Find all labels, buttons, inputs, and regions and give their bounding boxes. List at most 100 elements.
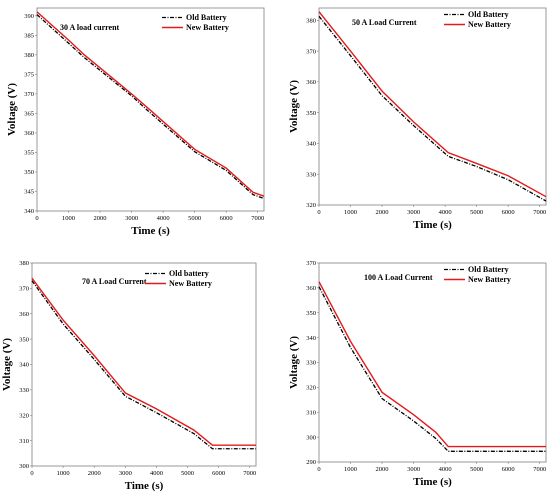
chart-title: 50 A Load Current [352,18,417,27]
legend-label: New Battery [186,23,229,32]
x-tick-label: 2000 [88,470,101,477]
y-axis-title: Voltage (V) [1,338,13,391]
x-tick-label: 5000 [470,209,483,216]
x-tick-label: 0 [317,209,320,216]
chart-title: 70 A Load Current [82,277,147,286]
series-line-new-battery [31,277,256,446]
x-tick-label: 2000 [94,215,107,222]
y-tick-label: 390 [24,13,34,20]
x-tick-label: 7000 [243,470,256,477]
y-tick-label: 320 [306,202,316,209]
chart-title: 30 A load current [60,23,120,32]
x-tick-label: 3000 [407,466,420,473]
plot-area-frame [318,262,547,463]
y-tick-label: 340 [24,208,34,215]
series-line-new-battery [36,11,265,197]
y-tick-label: 350 [306,310,316,317]
y-tick-label: 330 [306,171,316,178]
x-tick-label: 7000 [533,466,546,473]
x-tick-label: 1000 [62,215,75,222]
y-tick-label: 300 [19,463,29,470]
y-tick-label: 350 [306,110,316,117]
legend-label: Old Battery [186,13,227,22]
y-tick-label: 370 [24,91,34,98]
x-tick-label: 3000 [407,209,420,216]
x-tick-label: 2000 [376,466,389,473]
y-tick-label: 360 [306,79,316,86]
y-tick-label: 340 [306,335,316,342]
y-tick-label: 360 [19,311,29,318]
series-line-old-battery [31,280,256,450]
chart-title: 100 A Load Current [364,273,433,282]
series-line-old-battery [318,286,546,452]
chart-panel-4: 290 300 310 320 330 340 350 360 370 0 1000 2000 3000… [288,260,547,488]
y-tick-label: 340 [19,362,29,369]
y-tick-label: 360 [24,130,34,137]
x-axis-title: Time (s) [131,225,170,237]
chart-panel-2: 320 330 340 350 360 370 380 0 1000 2000 3000 4000 50… [288,7,547,231]
x-tick-label: 7000 [533,209,546,216]
y-tick-label: 345 [24,189,34,196]
y-tick-label: 360 [306,285,316,292]
y-axis-title: Voltage (V) [6,83,18,136]
y-tick-label: 380 [306,18,316,25]
y-tick-label: 330 [19,387,29,394]
x-tick-label: 6000 [212,470,225,477]
x-tick-label: 4000 [439,209,452,216]
y-axis-title: Voltage (V) [288,336,300,389]
plot-area-frame [318,7,547,206]
legend-label: New Battery [468,275,511,284]
legend-label: Old Battery [468,10,509,19]
x-tick-label: 0 [35,215,38,222]
legend-label: New Battery [468,20,511,29]
series-line-new-battery [318,11,547,198]
y-tick-label: 380 [24,52,34,59]
x-tick-label: 5000 [470,466,483,473]
y-tick-label: 310 [19,438,29,445]
x-tick-label: 6000 [502,466,515,473]
x-tick-label: 7000 [251,215,264,222]
y-tick-label: 370 [306,260,316,267]
chart-panel-1: 340 345 350 355 360 365 370 375 380 385 390 0 1000 20… [6,7,265,237]
y-tick-label: 330 [306,360,316,367]
x-axis-title: Time (s) [413,476,452,488]
series-line-old-battery [318,15,547,202]
x-tick-label: 5000 [181,470,194,477]
x-tick-label: 1000 [57,470,70,477]
y-tick-label: 310 [306,409,316,416]
x-tick-label: 4000 [439,466,452,473]
x-axis-title: Time (s) [413,219,452,231]
series-line-old-battery [36,14,265,200]
y-tick-label: 290 [306,459,316,466]
y-tick-label: 375 [24,72,34,79]
x-tick-label: 6000 [220,215,233,222]
x-tick-label: 3000 [119,470,132,477]
x-tick-label: 4000 [157,215,170,222]
y-tick-label: 320 [306,385,316,392]
y-tick-label: 350 [24,169,34,176]
x-tick-label: 0 [317,466,320,473]
y-tick-label: 365 [24,111,34,118]
legend-label: New Battery [169,279,212,288]
chart-panel-3: 300 310 320 330 340 350 360 370 380 0 1000 2000 3000… [1,260,257,492]
plot-area-frame [31,262,257,467]
y-axis-title: Voltage (V) [288,80,300,133]
plot-area-frame [36,7,265,212]
x-tick-label: 6000 [502,209,515,216]
legend-label: Old Battery [468,265,509,274]
y-tick-label: 300 [306,434,316,441]
x-tick-label: 2000 [376,209,389,216]
x-tick-label: 0 [30,470,33,477]
series-line-new-battery [318,281,546,448]
y-tick-label: 355 [24,150,34,157]
y-tick-label: 370 [19,286,29,293]
y-tick-label: 385 [24,33,34,40]
legend-label: Old battery [169,269,209,278]
y-tick-label: 340 [306,141,316,148]
y-tick-label: 380 [19,260,29,267]
y-tick-label: 320 [19,412,29,419]
y-tick-label: 350 [19,336,29,343]
x-tick-label: 3000 [125,215,138,222]
x-tick-label: 4000 [150,470,163,477]
